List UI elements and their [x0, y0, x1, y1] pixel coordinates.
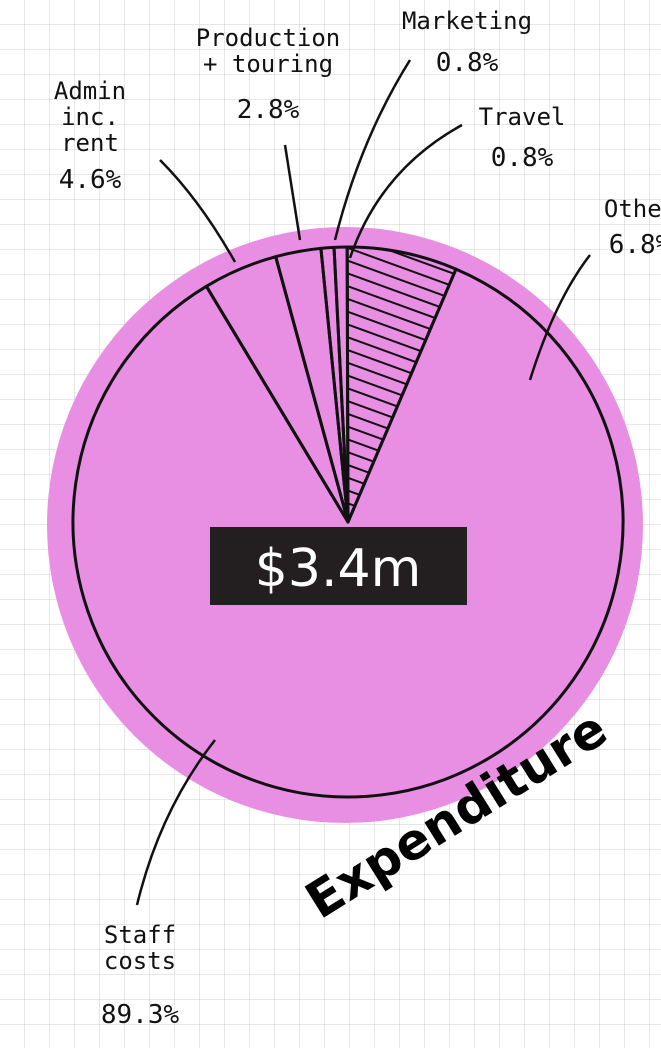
category-label: Staff costs [80, 922, 200, 974]
category-label: Admin inc. rent [35, 78, 145, 156]
value-label: 2.8% [237, 95, 300, 125]
category-label: Travel [472, 104, 572, 130]
value-label: 89.3% [101, 1000, 179, 1030]
value-label: 6.8% [609, 230, 661, 260]
category-label: Marketing [392, 8, 542, 34]
category-label: Other [590, 196, 661, 222]
center-label: $3.4m [255, 539, 421, 599]
category-label: Production + touring [183, 25, 353, 77]
value-label: 0.8% [436, 48, 499, 78]
value-label: 4.6% [59, 165, 122, 195]
value-label: 0.8% [491, 143, 554, 173]
chart: $3.4m Expenditure [0, 0, 661, 1048]
page: $3.4m Expenditure Admin inc. rent 4.6% Pro… [0, 0, 661, 1048]
